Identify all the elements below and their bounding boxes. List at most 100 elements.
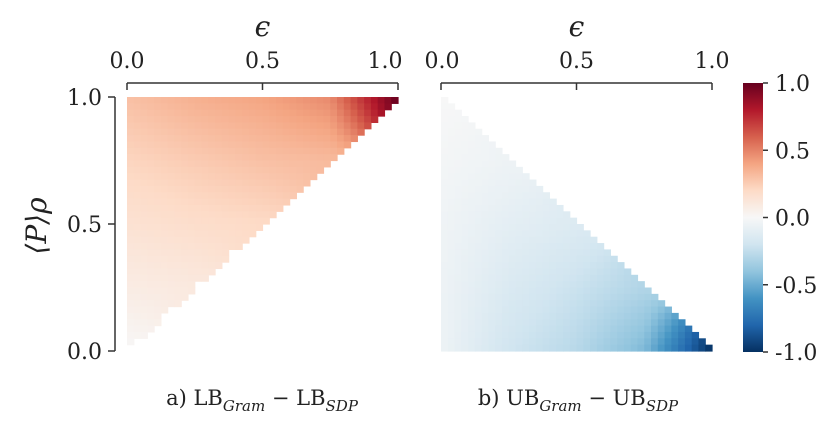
heatmap-a-cell bbox=[248, 211, 257, 219]
heatmap-b-cell bbox=[623, 281, 632, 289]
heatmap-b-cell bbox=[569, 255, 578, 263]
heatmap-a-cell bbox=[194, 243, 203, 250]
heatmap-a-cell bbox=[262, 166, 270, 174]
heatmap-a-cell bbox=[255, 135, 264, 143]
heatmap-b-cell bbox=[474, 135, 483, 143]
heatmap-b-cell bbox=[556, 331, 564, 339]
heatmap-a-cell bbox=[181, 109, 189, 117]
heatmap-b-cell bbox=[651, 300, 659, 308]
heatmap-a-cell bbox=[350, 135, 358, 143]
heatmap-a-cell bbox=[154, 217, 162, 225]
heatmap-b-cell bbox=[508, 281, 517, 289]
heatmap-b-cell bbox=[556, 224, 564, 231]
heatmap-b-cell bbox=[441, 198, 449, 206]
heatmap-a-cell bbox=[357, 109, 365, 117]
heatmap-b-cell bbox=[501, 312, 510, 320]
heatmap-a-cell bbox=[181, 249, 189, 257]
heatmap-a-cell bbox=[228, 179, 237, 187]
heatmap-b-cell bbox=[590, 262, 598, 270]
heatmap-a-cell bbox=[194, 185, 203, 193]
heatmap-a-cell bbox=[181, 97, 189, 104]
heatmap-b-cell bbox=[481, 224, 490, 231]
heatmap-a-cell bbox=[167, 300, 176, 308]
heatmap-a-cell bbox=[133, 331, 142, 339]
heatmap-a-cell bbox=[357, 122, 365, 130]
heatmap-b-cell bbox=[678, 319, 686, 327]
heatmap-a-cell bbox=[140, 198, 148, 206]
heatmap-b-cell bbox=[501, 217, 510, 225]
heatmap-a-cell bbox=[289, 192, 297, 200]
heatmap-b-cell bbox=[454, 198, 462, 206]
heatmap-b-cell bbox=[651, 312, 659, 320]
heatmap-b-cell bbox=[488, 274, 496, 282]
heatmap-b-cell bbox=[522, 274, 530, 282]
heatmap-b-cell bbox=[508, 204, 517, 212]
heatmap-a-cell bbox=[269, 179, 277, 187]
heatmap-a-cell bbox=[282, 166, 291, 174]
heatmap-a-cell bbox=[228, 109, 237, 117]
heatmap-b-cell bbox=[535, 224, 544, 231]
heatmap-b-cell bbox=[596, 293, 605, 301]
heatmap-b-cell bbox=[488, 236, 496, 244]
heatmap-a-cell bbox=[248, 166, 257, 174]
heatmap-a-cell bbox=[296, 116, 304, 123]
heatmap-b-cell bbox=[522, 306, 530, 314]
heatmap-a-cell bbox=[221, 255, 230, 263]
heatmap-a-cell bbox=[160, 141, 169, 149]
heatmap-b-cell bbox=[447, 281, 456, 289]
heatmap-a-cell bbox=[235, 141, 243, 149]
heatmap-b-cell bbox=[596, 312, 605, 320]
heatmap-a-cell bbox=[133, 103, 142, 111]
heatmap-a-cell bbox=[309, 173, 318, 181]
heatmap-b-cell bbox=[447, 198, 456, 206]
heatmap-a-cell bbox=[343, 103, 352, 111]
heatmap-a-cell bbox=[167, 217, 176, 225]
heatmap-a-cell bbox=[160, 230, 169, 238]
heatmap-a-cell bbox=[154, 255, 162, 263]
heatmap-b-cell bbox=[441, 338, 449, 346]
heatmap-a-cell bbox=[289, 103, 297, 111]
heatmap-a-cell bbox=[215, 230, 223, 238]
heatmap-a-cell bbox=[242, 198, 250, 206]
heatmap-a-cell bbox=[181, 147, 189, 155]
heatmap-b-cell bbox=[515, 312, 523, 320]
heatmap-b-cell bbox=[454, 262, 462, 270]
heatmap-a-cell bbox=[140, 325, 148, 333]
heatmap-b-cell bbox=[495, 338, 503, 346]
heatmap-b-cell bbox=[495, 255, 503, 263]
heatmap-b-cell bbox=[508, 166, 517, 174]
heatmap-b-cell bbox=[495, 325, 503, 333]
heatmap-b-cell bbox=[569, 236, 578, 244]
heatmap-a-cell bbox=[174, 128, 182, 136]
heatmap-a-cell bbox=[316, 103, 325, 111]
heatmap-a-cell bbox=[323, 103, 331, 111]
heatmap-a-cell bbox=[343, 116, 352, 123]
heatmap-a-cell bbox=[127, 338, 135, 346]
heatmap-b-cell bbox=[468, 293, 476, 301]
heatmap-b-cell bbox=[461, 249, 469, 257]
heatmap-a-cell bbox=[201, 122, 209, 130]
heatmap-b-cell bbox=[562, 312, 571, 320]
heatmap-a-cell bbox=[255, 147, 264, 155]
heatmap-b-cell bbox=[515, 236, 523, 244]
heatmap-a-cell bbox=[194, 179, 203, 187]
heatmap-a-cell bbox=[330, 97, 338, 104]
heatmap-a-cell bbox=[147, 312, 155, 320]
heatmap-b-cell bbox=[461, 198, 469, 206]
heatmap-a-cell bbox=[194, 160, 203, 168]
heatmap-a-cell bbox=[235, 192, 243, 200]
heatmap-a-cell bbox=[242, 122, 250, 130]
heatmap-b-cell bbox=[454, 243, 462, 250]
heatmap-b-cell bbox=[461, 122, 469, 130]
heatmap-b-cell bbox=[495, 274, 503, 282]
heatmap-b-cell bbox=[562, 249, 571, 257]
heatmap-b-cell bbox=[535, 255, 544, 263]
colorbar-ticks: 1.00.50.0-0.5-1.0 bbox=[763, 72, 817, 366]
heatmap-b-cell bbox=[542, 268, 551, 276]
heatmap-b-cell bbox=[583, 268, 591, 276]
heatmap-a-cell bbox=[174, 274, 182, 282]
heatmap-b-cell bbox=[671, 325, 679, 333]
heatmap-a-cell bbox=[276, 135, 284, 143]
heatmap-b-cell bbox=[515, 192, 523, 200]
heatmap-b-cell bbox=[481, 287, 490, 295]
